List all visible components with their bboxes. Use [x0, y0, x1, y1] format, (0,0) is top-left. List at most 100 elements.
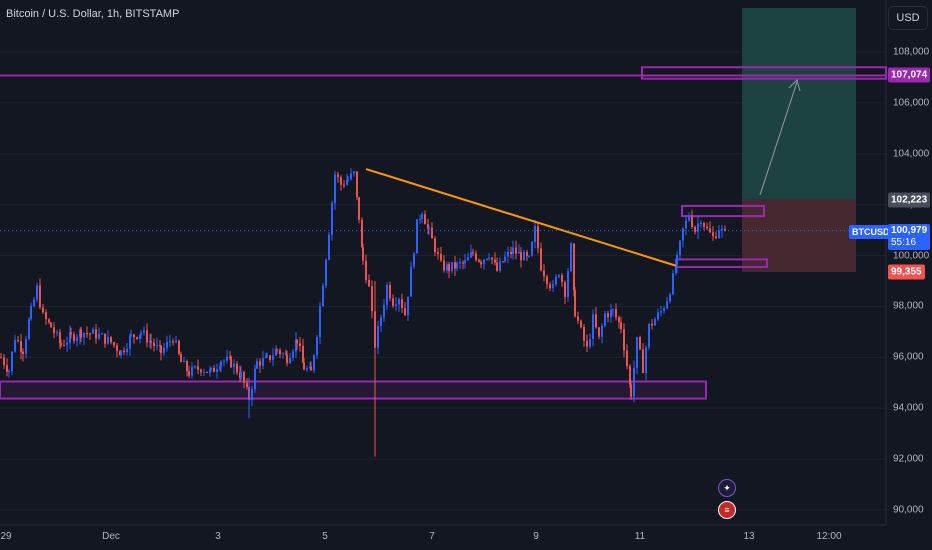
candle-body: [499, 261, 501, 271]
candle-body: [45, 312, 47, 320]
candle-body: [462, 262, 464, 264]
candle-body: [618, 317, 620, 323]
candle-body: [645, 347, 647, 374]
candle-body: [648, 323, 650, 348]
candle-body: [347, 179, 349, 181]
target-arrow-head: [788, 79, 801, 92]
candle-body: [116, 345, 118, 352]
candle-body: [259, 361, 261, 366]
candle-body: [113, 342, 115, 346]
candle-body: [526, 251, 528, 257]
candle-body: [20, 341, 22, 352]
candle-body: [175, 340, 177, 343]
candle-body: [269, 355, 271, 360]
candle-body: [682, 228, 684, 241]
candle-body: [8, 371, 10, 373]
time-tick-label: 11: [634, 531, 646, 542]
candle-body: [478, 259, 480, 262]
candle-body: [657, 312, 659, 320]
candle-body: [343, 184, 345, 186]
candle-body: [70, 332, 72, 335]
candle-body: [180, 354, 182, 363]
candle-body: [69, 332, 71, 343]
candle-body: [574, 290, 576, 317]
candle-body: [480, 261, 482, 265]
resistance-price-tag: 107,074: [888, 67, 931, 83]
candle-body: [140, 332, 142, 335]
symbol-title: Bitcoin / U.S. Dollar, 1h, BITSTAMP: [6, 8, 180, 20]
candle-body: [22, 351, 24, 355]
candle-body: [483, 259, 485, 265]
candle-body: [316, 336, 318, 356]
currency-button[interactable]: USD: [888, 6, 928, 30]
candle-body: [528, 255, 530, 257]
trendline: [365, 168, 677, 267]
candle-body: [346, 180, 348, 185]
candle-body: [28, 319, 30, 339]
stop-price-tag: 99,355: [888, 264, 925, 280]
candle-body: [153, 342, 155, 347]
candle-body: [163, 347, 165, 353]
candle-body: [129, 335, 131, 349]
candle-body: [577, 316, 579, 321]
chart-overlays: [0, 79, 886, 267]
candle-body: [607, 313, 609, 318]
candle-body: [53, 327, 55, 334]
candle-body: [89, 333, 91, 335]
candle-body: [133, 334, 135, 338]
candle-body: [362, 247, 364, 261]
price-tick-label: 104,000: [893, 148, 930, 160]
candle-body: [724, 228, 726, 231]
last-price-tag: 100,979 55:16: [888, 224, 931, 250]
last-price-value: 100,979: [891, 225, 928, 236]
candle-body: [279, 350, 281, 355]
candle-body: [504, 256, 506, 262]
candle-body: [543, 270, 545, 277]
candle-body: [17, 340, 19, 342]
candle-body: [437, 252, 439, 254]
candle-body: [302, 345, 304, 363]
candle-body: [183, 360, 185, 363]
candle-body: [11, 351, 13, 372]
candle-body: [160, 345, 162, 353]
candle-body: [95, 329, 97, 339]
candle-body: [598, 327, 600, 337]
candle-body: [266, 355, 268, 357]
candle-body: [601, 325, 603, 337]
candle-body: [496, 262, 498, 271]
candle-body: [470, 252, 472, 258]
candle-body: [139, 334, 141, 339]
candle-body: [510, 251, 512, 255]
candle-body: [220, 361, 222, 367]
candle-body: [328, 234, 330, 260]
candle-body: [107, 336, 109, 344]
candle-body: [446, 264, 448, 271]
candle-body: [3, 357, 5, 366]
candle-body: [80, 329, 82, 338]
candle-body: [191, 366, 193, 376]
candle-body: [126, 348, 128, 353]
candle-body: [467, 257, 469, 261]
candle-body: [456, 262, 458, 269]
candle-body: [331, 203, 333, 235]
candle-body: [715, 236, 717, 239]
candle-body: [240, 371, 242, 378]
candle-body: [146, 330, 148, 343]
candle-body: [546, 276, 548, 285]
candle-body: [440, 253, 442, 261]
time-tick-label: 5: [322, 531, 328, 542]
us-flag-icon[interactable]: ≡: [718, 501, 736, 519]
candle-body: [233, 363, 235, 368]
candle-body: [416, 219, 418, 254]
candle-body: [172, 341, 174, 343]
time-tick-label: 12:00: [816, 531, 842, 542]
candle-body: [66, 342, 68, 346]
event-icon[interactable]: ✦: [718, 479, 736, 497]
candle-body: [254, 368, 256, 389]
candle-body: [407, 296, 409, 316]
candle-body: [156, 344, 158, 347]
candle-body: [286, 354, 288, 364]
candle-body: [206, 371, 208, 373]
candle-body: [555, 276, 557, 285]
